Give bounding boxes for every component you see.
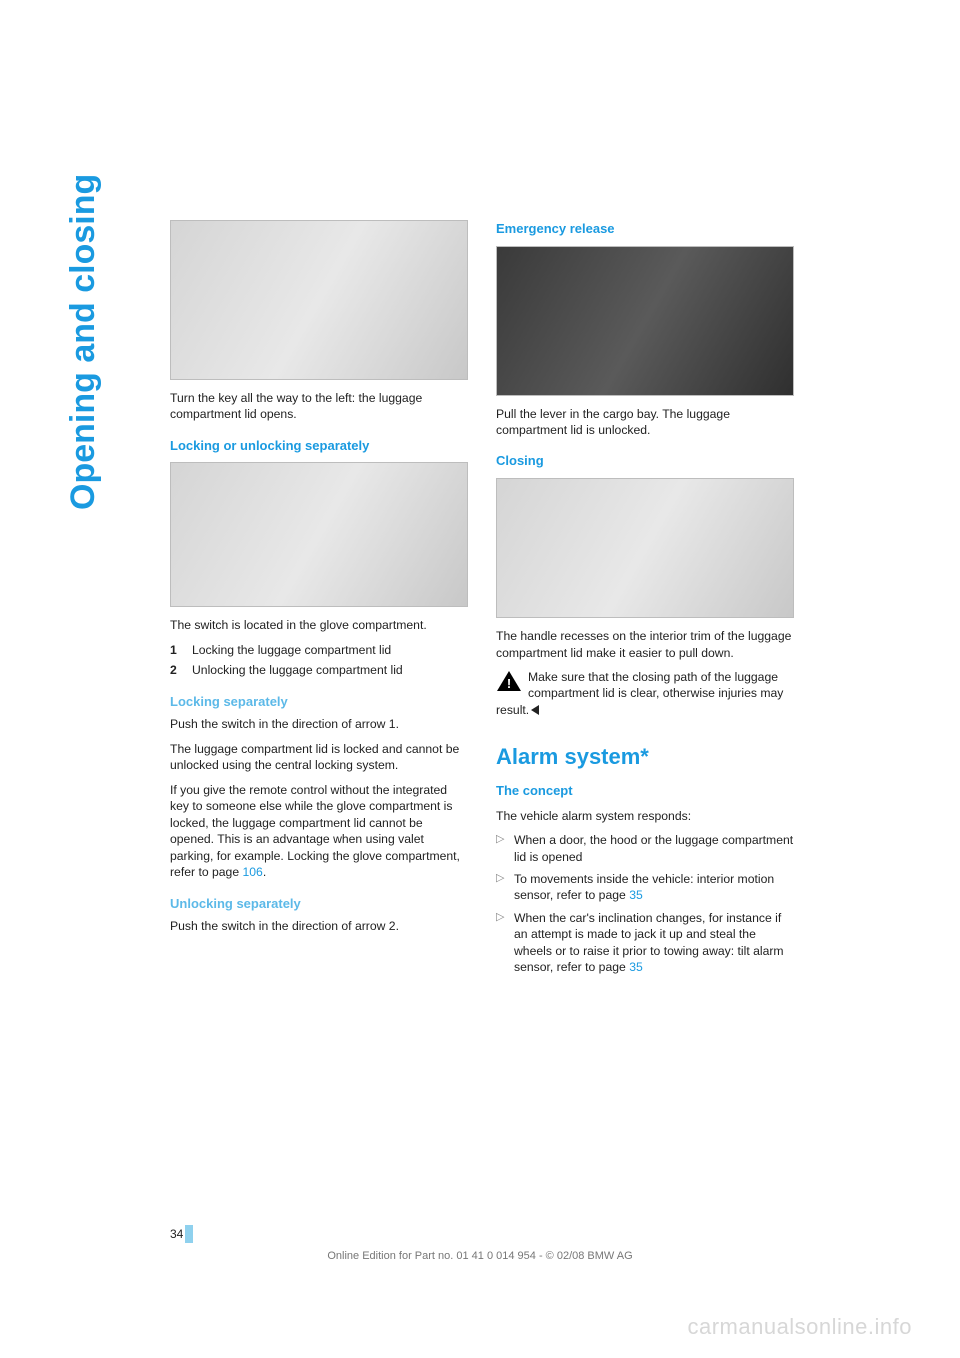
heading-locking-unlocking-separately: Locking or unlocking separately bbox=[170, 437, 468, 455]
heading-locking-separately: Locking separately bbox=[170, 693, 468, 711]
body-text: Push the switch in the direction of arro… bbox=[170, 716, 468, 732]
figure-keyhole bbox=[170, 220, 468, 380]
bullet-icon: ▷ bbox=[496, 832, 514, 865]
numbered-item: 2 Unlocking the luggage compartment lid bbox=[170, 662, 468, 678]
right-column: Emergency release Pull the lever in the … bbox=[496, 220, 794, 982]
numbered-item: 1 Locking the luggage compartment lid bbox=[170, 642, 468, 658]
heading-unlocking-separately: Unlocking separately bbox=[170, 895, 468, 913]
bullet-text: When the car's inclination changes, for … bbox=[514, 910, 794, 976]
body-text: The handle recesses on the interior trim… bbox=[496, 628, 794, 661]
page-number-text: 34 bbox=[170, 1227, 183, 1241]
warning-icon: ! bbox=[496, 670, 522, 692]
body-text: Turn the key all the way to the left: th… bbox=[170, 390, 468, 423]
body-text: If you give the remote control without t… bbox=[170, 782, 468, 881]
bullet-icon: ▷ bbox=[496, 871, 514, 904]
heading-the-concept: The concept bbox=[496, 782, 794, 800]
figure-closing-trunk bbox=[496, 478, 794, 618]
figure-emergency-release bbox=[496, 246, 794, 396]
page-link[interactable]: 35 bbox=[629, 888, 643, 902]
body-text: The switch is located in the glove compa… bbox=[170, 617, 468, 633]
bullet-text: When a door, the hood or the luggage com… bbox=[514, 832, 794, 865]
page-number: 34 bbox=[170, 1225, 193, 1243]
item-text: Unlocking the luggage compartment lid bbox=[192, 662, 403, 678]
section-heading-alarm-system: Alarm system* bbox=[496, 742, 794, 772]
bullet-text: To movements inside the vehicle: interio… bbox=[514, 871, 794, 904]
bullet-item: ▷ To movements inside the vehicle: inter… bbox=[496, 871, 794, 904]
page-number-marker bbox=[185, 1225, 193, 1243]
heading-emergency-release: Emergency release bbox=[496, 220, 794, 238]
watermark: carmanualsonline.info bbox=[687, 1314, 912, 1340]
figure-glove-switch bbox=[170, 462, 468, 607]
body-text: Push the switch in the direction of arro… bbox=[170, 918, 468, 934]
side-section-title: Opening and closing bbox=[64, 174, 103, 510]
bullet-item: ▷ When a door, the hood or the luggage c… bbox=[496, 832, 794, 865]
body-text: Pull the lever in the cargo bay. The lug… bbox=[496, 406, 794, 439]
content-area: Turn the key all the way to the left: th… bbox=[170, 220, 794, 982]
text-fragment: . bbox=[263, 865, 266, 879]
text-fragment: To movements inside the vehicle: interio… bbox=[514, 872, 774, 902]
footer-text: Online Edition for Part no. 01 41 0 014 … bbox=[0, 1250, 960, 1262]
item-number: 1 bbox=[170, 642, 192, 658]
svg-text:!: ! bbox=[507, 676, 511, 691]
page-link[interactable]: 35 bbox=[629, 960, 643, 974]
warning-block: ! Make sure that the closing path of the… bbox=[496, 669, 794, 718]
page: Opening and closing Turn the key all the… bbox=[0, 0, 960, 1358]
text-fragment: When the car's inclination changes, for … bbox=[514, 911, 784, 974]
body-text: The luggage compartment lid is locked an… bbox=[170, 741, 468, 774]
item-number: 2 bbox=[170, 662, 192, 678]
bullet-icon: ▷ bbox=[496, 910, 514, 976]
item-text: Locking the luggage compartment lid bbox=[192, 642, 391, 658]
page-link[interactable]: 106 bbox=[243, 865, 263, 879]
bullet-item: ▷ When the car's inclination changes, fo… bbox=[496, 910, 794, 976]
left-column: Turn the key all the way to the left: th… bbox=[170, 220, 468, 982]
body-text: The vehicle alarm system responds: bbox=[496, 808, 794, 824]
text-fragment: If you give the remote control without t… bbox=[170, 783, 460, 879]
heading-closing: Closing bbox=[496, 452, 794, 470]
end-marker-icon bbox=[531, 705, 539, 715]
